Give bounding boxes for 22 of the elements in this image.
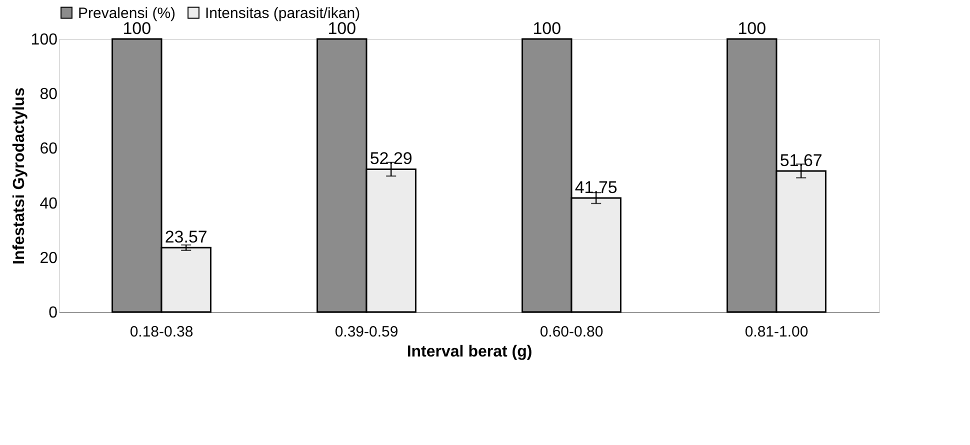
legend-label: Intensitas (parasit/ikan): [205, 4, 360, 22]
y-tick-label: 100: [30, 32, 58, 48]
data-label: 100: [122, 19, 152, 38]
data-label: 100: [328, 19, 356, 38]
legend-label: Prevalensi (%): [78, 4, 176, 22]
data-label: 23.57: [164, 228, 208, 247]
data-label: 52.29: [370, 149, 412, 168]
x-tick-label: 0.18-0.38: [130, 324, 194, 340]
x-tick-label: 0.39-0.59: [334, 324, 398, 340]
data-label: 51.67: [780, 150, 822, 170]
y-axis-title: Infestatsi Gyrodactylus: [10, 87, 28, 264]
y-tick-label: 0: [48, 304, 58, 322]
x-tick-label: 0.81-1.00: [744, 324, 808, 340]
y-tick-label: 20: [40, 250, 58, 267]
x-tick-label: 0.60-0.80: [540, 324, 604, 340]
data-label: 100: [738, 19, 766, 38]
y-tick-label: 60: [40, 140, 58, 158]
data-label: 41.75: [574, 178, 618, 198]
y-tick-label: 80: [40, 86, 58, 104]
data-label: 100: [532, 19, 562, 38]
y-tick-label: 40: [40, 195, 58, 212]
x-axis-title: Interval berat (g): [406, 344, 532, 360]
